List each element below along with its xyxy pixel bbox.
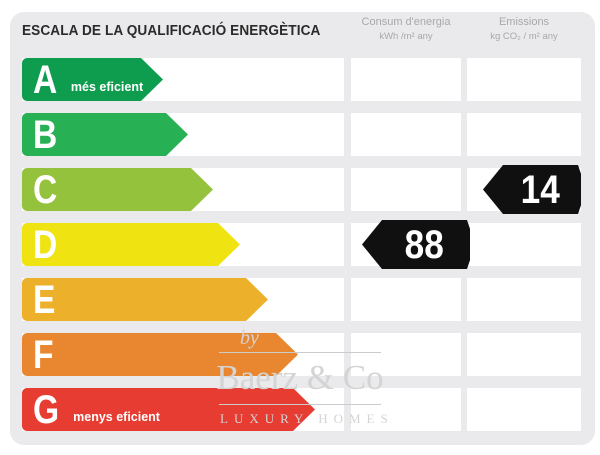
rating-letter-b: B [33, 113, 58, 157]
row-e-cell-emissions [467, 278, 581, 321]
rating-arrow-c: C [22, 168, 213, 211]
watermark-rule-bottom [219, 404, 381, 405]
rating-note-g: menys eficient [73, 410, 160, 424]
emissions-header-unit: kg CO₂ / m² any [490, 31, 558, 42]
rating-letter-a: A [33, 58, 58, 102]
rating-row-g: G menys eficient [0, 388, 600, 431]
emissions-value: 14 [520, 167, 560, 212]
rating-letter-g: G [33, 388, 60, 432]
consum-value-pointer: 88 [362, 220, 470, 269]
consum-header-unit: kWh /m² any [379, 31, 433, 42]
baerz-watermark: by Baerz & Co LUXURY HOMES [216, 326, 394, 427]
consum-value: 88 [404, 222, 444, 267]
rating-row-d: D [0, 223, 600, 266]
rating-arrow-g: G menys eficient [22, 388, 315, 431]
row-d-cell-emissions [467, 223, 581, 266]
watermark-tagline: LUXURY HOMES [220, 411, 394, 426]
rating-row-a: A més eficient [0, 58, 600, 101]
row-a-cell-emissions [467, 58, 581, 101]
row-c-cell-consum [351, 168, 461, 211]
rating-note-a: més eficient [70, 80, 144, 94]
rating-letter-c: C [33, 168, 58, 212]
rating-row-b: B [0, 113, 600, 156]
row-a-cell-consum [351, 58, 461, 101]
rating-arrow-e: E [22, 278, 268, 321]
row-e-cell-consum [351, 278, 461, 321]
watermark-by-text: by [240, 327, 259, 349]
rating-arrow-a: A més eficient [22, 58, 163, 101]
rating-arrow-b: B [22, 113, 188, 156]
row-b-cell-emissions [467, 113, 581, 156]
rating-letter-f: F [33, 333, 54, 377]
row-g-cell-consum [351, 388, 461, 431]
consum-header-name: Consum d'energia [361, 16, 451, 28]
rating-arrow-d: D [22, 223, 240, 266]
watermark-brand-name: Baerz & Co [216, 358, 384, 397]
watermark-rule-top [219, 352, 381, 353]
row-g-cell-emissions [467, 388, 581, 431]
rating-arrow-f: F [22, 333, 298, 376]
row-f-cell-emissions [467, 333, 581, 376]
rating-letter-e: E [33, 278, 56, 322]
rating-row-e: E [0, 278, 600, 321]
emissions-value-pointer: 14 [483, 165, 581, 214]
column-header-emissions: Emissions kg CO₂ / m² any [467, 16, 581, 43]
column-header-consum: Consum d'energia kWh /m² any [351, 16, 461, 43]
row-b-cell-consum [351, 113, 461, 156]
rating-row-f: F [0, 333, 600, 376]
rating-letter-d: D [33, 223, 58, 267]
page-title: ESCALA DE LA QUALIFICACIÓ ENERGÈTICA [22, 23, 321, 39]
emissions-header-name: Emissions [498, 16, 550, 28]
row-f-cell-consum [351, 333, 461, 376]
